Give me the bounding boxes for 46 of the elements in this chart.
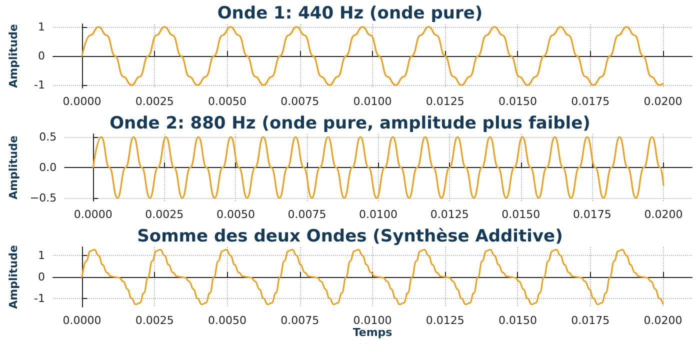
line-series	[81, 26, 664, 86]
y-tick-label: -1	[34, 78, 45, 92]
x-tick-label: 0.0125	[430, 208, 469, 221]
y-axis-title: Amplitude	[7, 136, 20, 200]
x-tick-label: 0.0150	[498, 314, 537, 327]
x-tick-label: 0.0125	[426, 314, 464, 327]
line-series	[92, 136, 664, 199]
x-tick-label: 0.0000	[62, 314, 102, 327]
x-tick-label: 0.0150	[498, 95, 537, 108]
x-tick-label: 0.0175	[571, 314, 610, 327]
x-tick-label: 0.0000	[62, 95, 102, 108]
x-tick-label: 0.0025	[135, 314, 174, 327]
y-tick-label: 0	[38, 270, 45, 284]
x-tick-label: 0.0175	[572, 208, 612, 221]
y-tick-label: -1	[34, 292, 45, 305]
x-tick-label: 0.0100	[353, 314, 392, 327]
x-tick-label: 0.0075	[288, 208, 326, 221]
x-tick-label: 0.0200	[644, 314, 682, 327]
y-tick-label: 1	[38, 249, 45, 262]
x-axis-title: Temps	[352, 326, 393, 339]
x-tick-label: 0.0075	[280, 95, 320, 108]
x-tick-label: 0.0100	[353, 95, 392, 108]
x-tick-label: 0.0175	[571, 95, 610, 108]
x-tick-label: 0.0100	[359, 208, 398, 221]
chart-title: Onde 1: 440 Hz (onde pure)	[217, 4, 483, 24]
line-series	[81, 248, 664, 306]
y-tick-label: 1	[38, 20, 45, 34]
y-tick-label: 0.5	[39, 130, 57, 144]
chart-title: Somme des deux Ondes (Synthèse Additive)	[137, 226, 563, 246]
y-axis-title: Amplitude	[7, 24, 20, 88]
x-tick-label: 0.0025	[135, 95, 174, 108]
x-tick-label: 0.0000	[74, 208, 112, 221]
x-tick-label: 0.0025	[145, 208, 184, 221]
x-tick-label: 0.0050	[216, 208, 255, 221]
y-tick-label: −0.5	[30, 191, 57, 204]
x-tick-label: 0.0125	[426, 95, 464, 108]
x-tick-label: 0.0075	[280, 314, 320, 327]
x-tick-label: 0.0050	[208, 95, 247, 108]
y-tick-label: 0.0	[39, 161, 57, 174]
x-tick-label: 0.0150	[502, 208, 540, 221]
y-axis-title: Amplitude	[7, 245, 20, 309]
y-tick-label: 0	[38, 50, 45, 62]
x-tick-label: 0.0200	[644, 208, 683, 221]
x-tick-label: 0.0200	[644, 95, 682, 108]
x-tick-label: 0.0050	[208, 314, 247, 327]
chart-title: Onde 2: 880 Hz (onde pure, amplitude plus faible)	[110, 114, 590, 134]
